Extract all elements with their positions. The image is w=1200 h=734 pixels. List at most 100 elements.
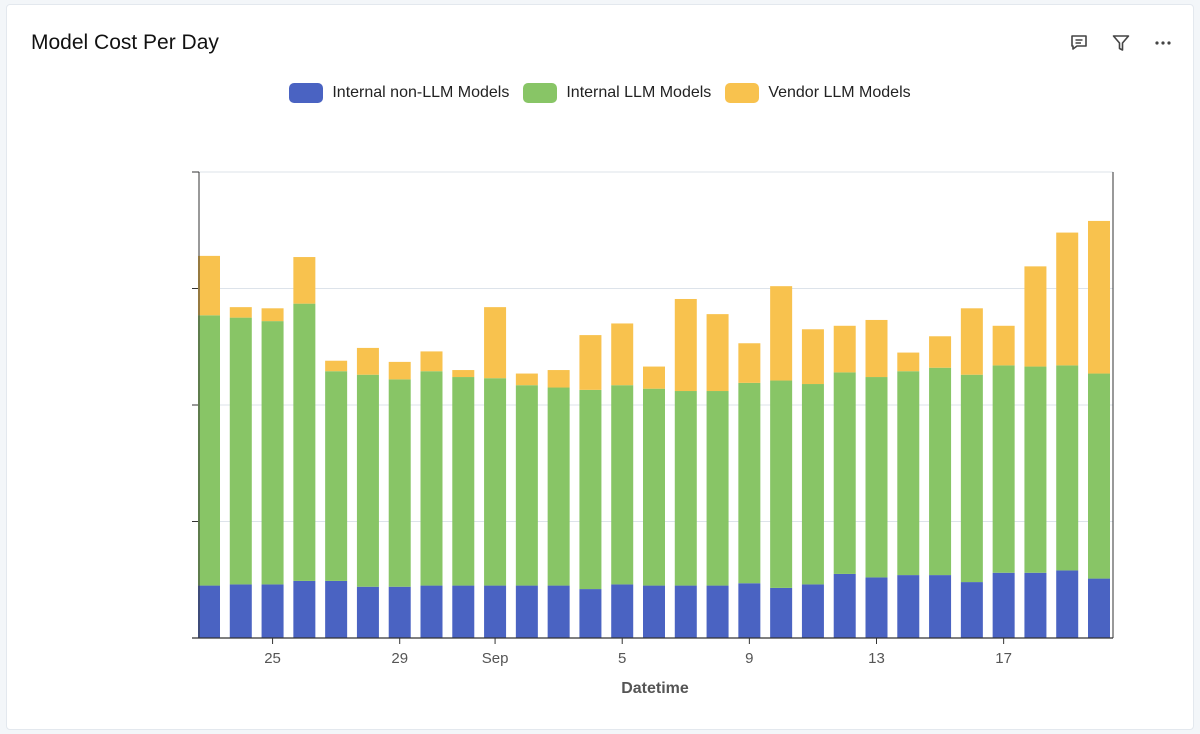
legend-item-vendor-llm[interactable]: Vendor LLM Models: [725, 83, 911, 103]
x-tick-label: 9: [745, 650, 753, 667]
bar-internal-non-llm-25: [992, 572, 1015, 638]
bar-vendor-llm-25: [992, 325, 1015, 366]
bar-internal-non-llm-7: [420, 585, 443, 638]
bar-vendor-llm-11: [547, 370, 570, 388]
bar-vendor-llm-28: [1088, 220, 1110, 374]
bar-internal-llm-10: [515, 385, 538, 586]
bar-vendor-llm-14: [643, 366, 665, 389]
bar-internal-non-llm-27: [1056, 570, 1079, 638]
bar-vendor-llm-17: [738, 343, 761, 383]
bar-internal-llm-6: [388, 379, 411, 587]
bar-vendor-llm-26: [1024, 266, 1047, 367]
bar-internal-llm-11: [547, 387, 570, 586]
comment-icon[interactable]: [1069, 33, 1089, 53]
bar-vendor-llm-13: [611, 323, 634, 386]
bar-internal-non-llm-14: [643, 585, 665, 638]
bar-vendor-llm-8: [452, 370, 475, 378]
legend-label: Vendor LLM Models: [768, 84, 911, 101]
bar-internal-llm-14: [643, 388, 665, 586]
bar-vendor-llm-2: [261, 308, 284, 322]
legend: Internal non-LLM Models Internal LLM Mod…: [7, 83, 1193, 103]
bar-internal-non-llm-13: [611, 584, 634, 638]
bar-internal-llm-23: [929, 367, 952, 576]
bar-internal-non-llm-26: [1024, 572, 1047, 638]
bar-internal-non-llm-21: [865, 577, 888, 638]
x-tick-label: 29: [391, 650, 408, 667]
x-tick-label: 13: [868, 650, 885, 667]
bar-internal-llm-2: [261, 321, 284, 585]
bar-vendor-llm-22: [897, 352, 920, 372]
bar-vendor-llm-1: [229, 307, 252, 318]
bar-internal-llm-27: [1056, 365, 1079, 571]
bar-internal-non-llm-5: [356, 586, 379, 638]
x-tick-label: 25: [264, 650, 281, 667]
legend-swatch: [725, 83, 760, 103]
bar-vendor-llm-6: [388, 361, 411, 380]
legend-item-internal-llm[interactable]: Internal LLM Models: [523, 83, 711, 103]
bar-internal-non-llm-18: [770, 587, 793, 638]
bar-vendor-llm-0: [198, 255, 220, 316]
legend-label: Internal non-LLM Models: [332, 84, 510, 101]
bar-vendor-llm-9: [484, 307, 507, 379]
bar-internal-non-llm-17: [738, 583, 761, 638]
bar-vendor-llm-18: [770, 286, 793, 381]
bar-vendor-llm-20: [833, 325, 856, 373]
bar-vendor-llm-21: [865, 319, 888, 378]
bar-vendor-llm-23: [929, 336, 952, 368]
bar-internal-non-llm-22: [897, 575, 920, 638]
bar-internal-non-llm-15: [674, 585, 697, 638]
bar-internal-llm-28: [1088, 373, 1110, 579]
bar-vendor-llm-15: [674, 298, 697, 392]
bar-internal-non-llm-0: [198, 585, 220, 638]
bar-vendor-llm-10: [515, 373, 538, 386]
bar-internal-llm-22: [897, 371, 920, 576]
bar-internal-llm-13: [611, 385, 634, 585]
bar-internal-non-llm-16: [706, 585, 729, 638]
bar-internal-non-llm-4: [325, 580, 348, 638]
bar-internal-llm-26: [1024, 366, 1047, 573]
x-tick-label: 5: [618, 650, 626, 667]
bar-internal-llm-3: [293, 303, 316, 581]
bar-internal-non-llm-12: [579, 589, 602, 638]
bar-internal-llm-17: [738, 382, 761, 584]
legend-label: Internal LLM Models: [566, 84, 712, 101]
bar-internal-llm-7: [420, 371, 443, 586]
bar-internal-non-llm-19: [801, 584, 824, 638]
legend-item-internal-non-llm[interactable]: Internal non-LLM Models: [289, 83, 509, 103]
bar-internal-llm-16: [706, 391, 729, 586]
bar-vendor-llm-27: [1056, 232, 1079, 366]
bar-vendor-llm-5: [356, 347, 379, 375]
bar-vendor-llm-4: [325, 360, 348, 372]
legend-swatch: [289, 83, 324, 103]
bar-internal-llm-15: [674, 391, 697, 586]
bar-internal-llm-5: [356, 374, 379, 587]
x-tick-label: Sep: [482, 650, 509, 667]
bar-internal-llm-25: [992, 365, 1015, 573]
bar-internal-non-llm-11: [547, 585, 570, 638]
filter-icon[interactable]: [1111, 33, 1131, 53]
bar-internal-non-llm-24: [960, 582, 983, 638]
x-tick-label: 17: [995, 650, 1012, 667]
chart-title: Model Cost Per Day: [31, 31, 219, 54]
bar-internal-non-llm-3: [293, 580, 316, 638]
bar-vendor-llm-19: [801, 329, 824, 385]
bar-internal-llm-0: [198, 315, 220, 586]
bar-vendor-llm-3: [293, 257, 316, 304]
bar-internal-llm-19: [801, 384, 824, 585]
more-icon[interactable]: [1153, 33, 1173, 53]
bar-internal-non-llm-28: [1088, 578, 1110, 638]
bar-internal-non-llm-23: [929, 575, 952, 638]
bar-internal-non-llm-10: [515, 585, 538, 638]
card-actions: [1069, 33, 1173, 53]
bar-internal-llm-21: [865, 377, 888, 578]
bar-internal-llm-4: [325, 371, 348, 581]
bar-vendor-llm-24: [960, 308, 983, 375]
bar-internal-llm-9: [484, 378, 507, 586]
bar-vendor-llm-7: [420, 351, 443, 372]
bar-internal-non-llm-6: [388, 586, 411, 638]
bar-internal-llm-1: [229, 317, 252, 585]
bar-internal-non-llm-8: [452, 585, 475, 638]
bar-vendor-llm-12: [579, 335, 602, 390]
bar-vendor-llm-16: [706, 314, 729, 392]
